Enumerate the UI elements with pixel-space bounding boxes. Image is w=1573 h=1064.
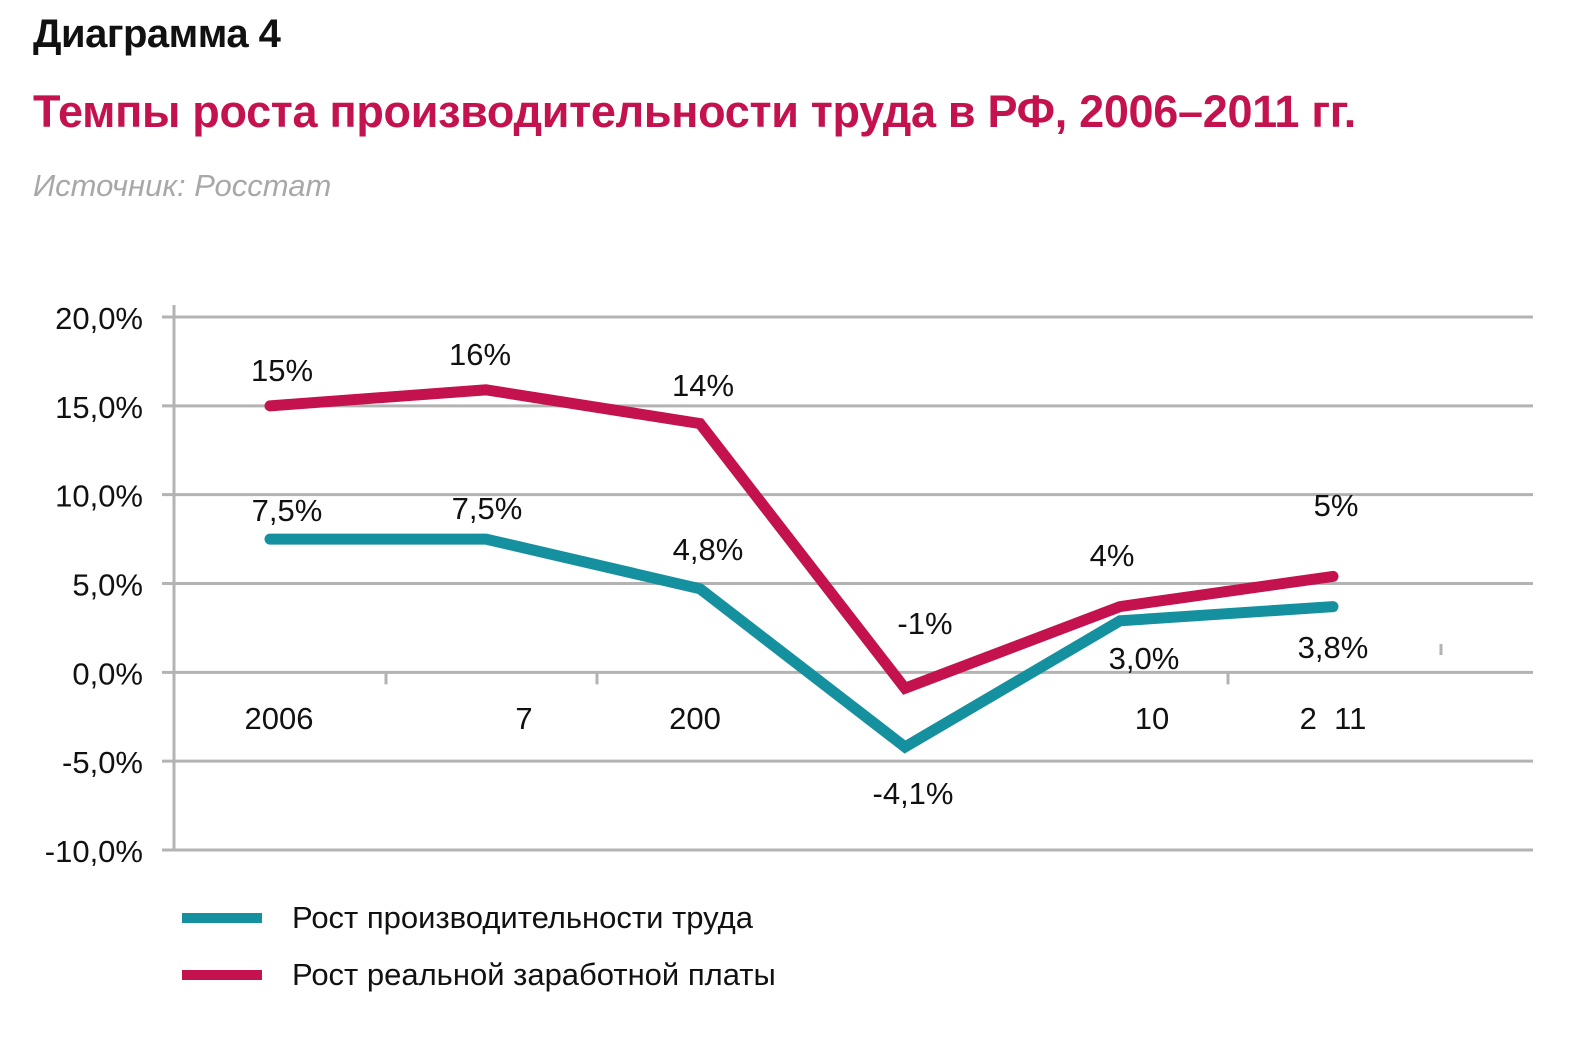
series-line-wages <box>264 384 1339 695</box>
series-line-productivity <box>264 533 1339 754</box>
legend-label-productivity: Рост производительности труда <box>292 900 753 935</box>
data-labels: 7,5% 7,5% 4,8% -4,1% 3,0% 3,8% 15% 16% 14% -1% 4% 5… <box>251 337 1368 811</box>
data-label-productivity: 4,8% <box>673 532 744 567</box>
x-tick-label: 2 11 <box>1300 701 1367 736</box>
chart-source: Источник: Росстат <box>33 168 332 203</box>
x-tick-label: 200 <box>669 701 721 736</box>
data-label-productivity: -4,1% <box>873 776 954 811</box>
legend-label-wages: Рост реальной заработной платы <box>292 957 776 992</box>
data-label-productivity: 3,0% <box>1109 641 1180 676</box>
legend-item-wages: Рост реальной заработной платы <box>182 955 776 995</box>
y-tick-label: -10,0% <box>45 834 143 869</box>
series-lines <box>264 384 1339 754</box>
data-label-productivity: 3,8% <box>1298 630 1369 665</box>
data-label-productivity: 7,5% <box>452 491 523 526</box>
legend-swatch-productivity <box>182 913 262 923</box>
chart-title: Темпы роста производительности труда в Р… <box>33 86 1356 137</box>
legend-item-productivity: Рост производительности труда <box>182 898 753 938</box>
data-label-wages: 5% <box>1314 488 1359 523</box>
y-tick-label: 20,0% <box>55 301 143 336</box>
y-tick-label: 15,0% <box>55 390 143 425</box>
x-axis-tick-labels: 2006 7 200 10 2 11 <box>245 701 1367 736</box>
x-tick-label: 7 <box>515 701 532 736</box>
x-tick-label: 10 <box>1135 701 1169 736</box>
axes <box>172 305 1443 850</box>
y-tick-label: -5,0% <box>62 745 143 780</box>
y-tick-label: 10,0% <box>55 479 143 514</box>
data-label-wages: 14% <box>672 368 734 403</box>
data-label-productivity: 7,5% <box>252 493 323 528</box>
data-label-wages: 15% <box>251 353 313 388</box>
legend-swatch-wages <box>182 970 262 980</box>
y-tick-label: 5,0% <box>72 568 143 603</box>
chart-number-heading: Диаграмма 4 <box>33 12 281 56</box>
data-label-wages: 4% <box>1090 538 1135 573</box>
data-label-wages: 16% <box>449 337 511 372</box>
x-tick-label: 2006 <box>245 701 314 736</box>
data-label-wages: -1% <box>897 606 952 641</box>
y-tick-label: 0,0% <box>72 656 143 691</box>
y-axis-tick-labels: 20,0% 15,0% 10,0% 5,0% 0,0% -5,0% -10,0% <box>45 301 143 869</box>
